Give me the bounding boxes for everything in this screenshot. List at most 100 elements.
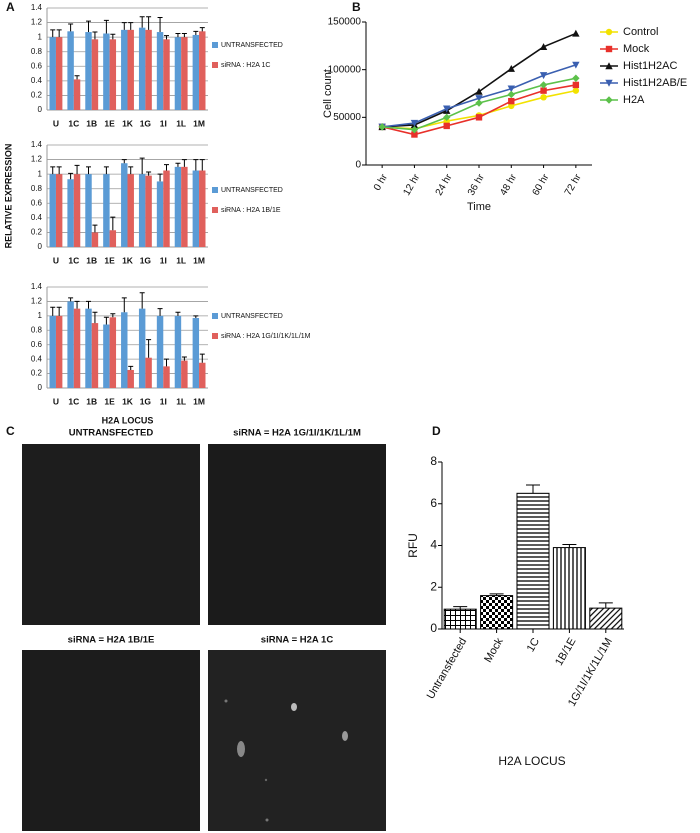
cell-spot (342, 731, 348, 741)
point (539, 81, 548, 89)
error-bar (489, 593, 504, 596)
y-tick-label: 0 (38, 242, 43, 251)
error-bar (103, 316, 109, 325)
bar (192, 34, 200, 111)
legend-label: UNTRANSFECTED (221, 187, 283, 194)
micrograph (22, 444, 200, 625)
y-tick-label: 0.4 (31, 213, 43, 222)
point (410, 119, 419, 127)
error-bar (110, 313, 116, 318)
error-bar (163, 35, 169, 40)
cell-spot (291, 703, 297, 711)
bar (145, 175, 152, 247)
bar (480, 595, 514, 630)
legend-swatch (212, 313, 218, 319)
error-bar (175, 311, 181, 316)
y-tick-label: 1 (38, 169, 43, 178)
point (540, 94, 547, 101)
y-tick-label: 0 (430, 621, 437, 635)
error-bar (110, 216, 116, 231)
y-tick-label: 1 (38, 311, 43, 320)
bar (73, 79, 81, 110)
legend-swatch (212, 42, 218, 48)
y-axis-label: RFU (406, 533, 420, 558)
micrograph-title: siRNA = H2A 1C (261, 635, 334, 646)
y-axis-label: RELATIVE EXPRESSION (3, 144, 13, 249)
y-tick-label: 0 (38, 105, 43, 114)
y-tick-label: 150000 (328, 17, 362, 28)
error-bar (74, 75, 80, 80)
bar (174, 315, 182, 388)
error-bar (157, 173, 163, 182)
cell-spot (264, 778, 268, 782)
legend-marker (605, 28, 613, 36)
y-tick-label: 0.4 (31, 76, 43, 85)
bar (49, 315, 56, 388)
legend-label: siRNA : H2A 1B/1E (221, 207, 281, 214)
bar (121, 29, 128, 110)
x-axis-label: H2A LOCUS (102, 415, 154, 425)
micrograph (22, 650, 200, 831)
bar (174, 37, 182, 111)
x-tick-label: 1K (122, 396, 134, 406)
x-tick-label: 1G (140, 396, 152, 406)
bar (552, 547, 586, 630)
error-bar (193, 159, 199, 171)
error-bar (526, 484, 540, 494)
y-tick-label: 8 (430, 454, 437, 468)
legend-marker (605, 62, 613, 70)
bar (163, 39, 170, 111)
x-tick-label: Mock (482, 636, 506, 665)
x-tick-label: 48 hr (498, 172, 519, 198)
error-bar (128, 365, 134, 370)
y-tick-label: 0.2 (31, 369, 43, 378)
error-bar (181, 356, 187, 361)
y-tick-label: 0 (355, 160, 361, 171)
error-bar (146, 16, 152, 30)
y-tick-label: 1.4 (31, 3, 43, 12)
point (539, 43, 548, 50)
bar (67, 179, 74, 247)
y-tick-label: 0.6 (31, 198, 43, 207)
bar (85, 174, 92, 247)
error-bar (163, 164, 169, 171)
y-tick-label: 1.2 (31, 18, 43, 27)
bar (49, 174, 56, 247)
bar (85, 308, 92, 388)
x-tick-label: 1B/1E (553, 636, 578, 668)
bar (163, 170, 170, 247)
bar (91, 39, 99, 111)
cell-spot (265, 818, 269, 822)
x-tick-label: 1G (140, 255, 152, 265)
bar (589, 607, 623, 630)
error-bar (110, 33, 116, 40)
y-tick-label: 0.6 (31, 61, 43, 70)
panel-label: B (352, 0, 361, 14)
cell-spot (237, 741, 245, 757)
error-bar (146, 339, 152, 358)
bar (103, 33, 110, 110)
bar (199, 31, 206, 110)
point (507, 90, 515, 99)
y-tick-label: 0.8 (31, 47, 43, 56)
point (507, 65, 515, 72)
point (443, 105, 451, 113)
y-tick-label: 2 (430, 579, 437, 593)
bar (443, 608, 477, 630)
bar (49, 37, 56, 111)
x-tick-label: 1L (176, 396, 186, 406)
bar (73, 308, 81, 388)
error-bar (199, 27, 205, 32)
x-tick-label: 1B (86, 396, 97, 406)
x-tick-label: 1B (86, 255, 97, 265)
bar (73, 174, 81, 247)
point (572, 61, 580, 69)
point (475, 99, 483, 107)
x-tick-label: 0 hr (372, 172, 390, 193)
bar (156, 315, 164, 388)
x-tick-label: 72 hr (563, 172, 584, 198)
error-bar (175, 162, 181, 167)
x-tick-label: 1M (193, 255, 205, 265)
bar (181, 360, 188, 388)
bar (127, 29, 134, 110)
